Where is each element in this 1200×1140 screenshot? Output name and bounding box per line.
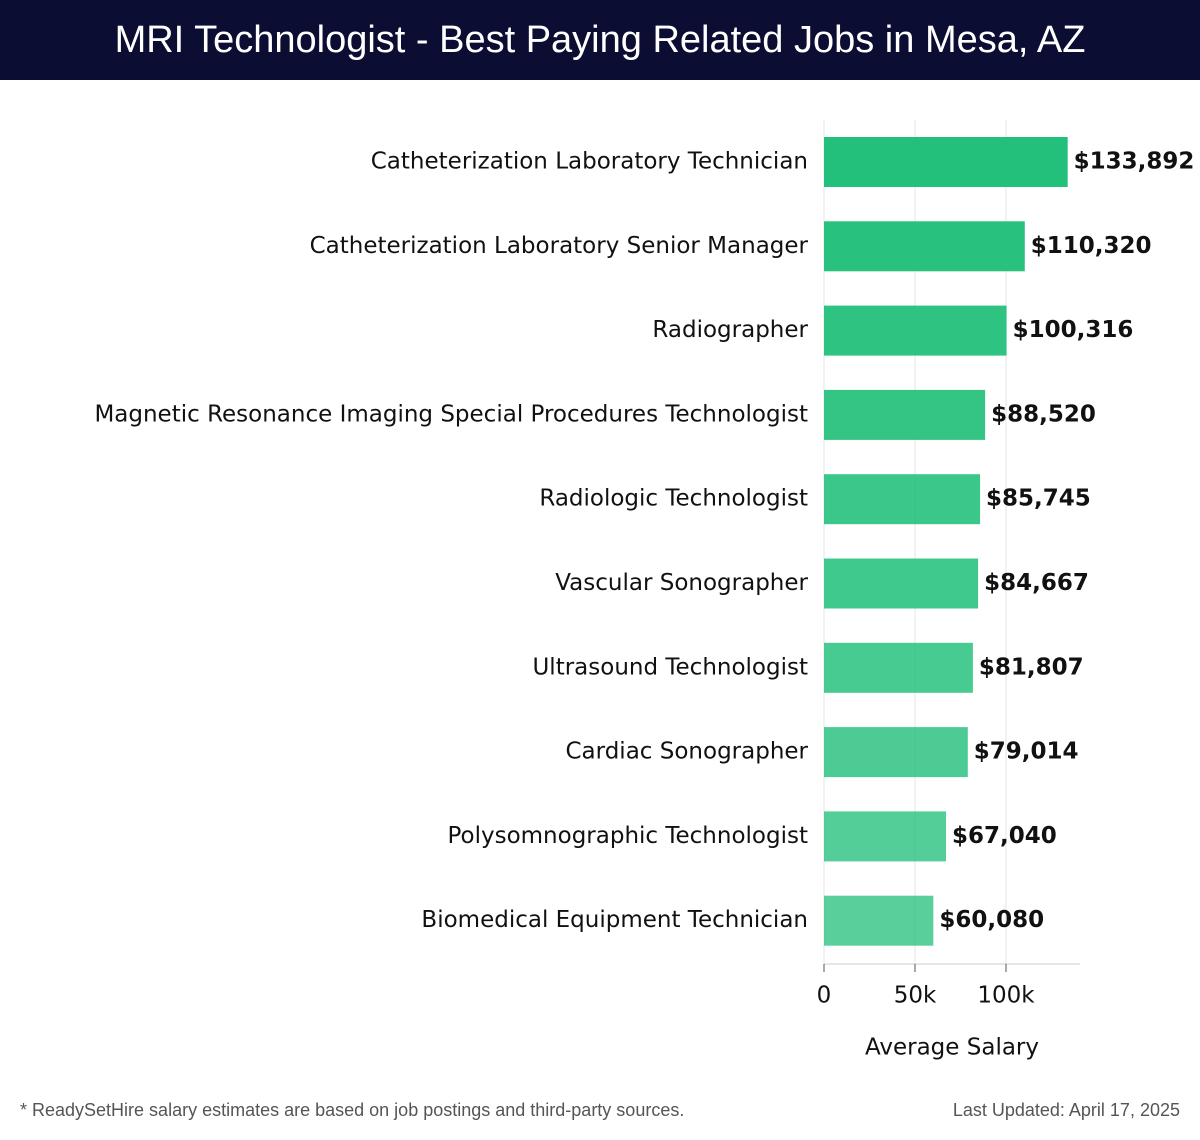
- value-label-2: $100,316: [1013, 317, 1134, 343]
- last-updated: Last Updated: April 17, 2025: [952, 1100, 1180, 1120]
- bar-6: [824, 642, 973, 693]
- footer-note: * ReadySetHire salary estimates are base…: [20, 1100, 685, 1120]
- bar-1: [824, 221, 1025, 272]
- bar-chart: Catheterization Laboratory Technician $13…: [94, 120, 1195, 1061]
- bar-7: [824, 727, 968, 778]
- category-label-2: Radiographer: [652, 317, 808, 343]
- category-label-9: Biomedical Equipment Technician: [421, 907, 808, 933]
- bar-5: [824, 558, 979, 609]
- category-label-5: Vascular Sonographer: [555, 570, 808, 596]
- value-label-7: $79,014: [974, 739, 1079, 765]
- value-label-0: $133,892: [1074, 149, 1195, 175]
- value-label-6: $81,807: [979, 654, 1084, 680]
- category-label-8: Polysomnographic Technologist: [447, 823, 808, 849]
- category-label-1: Catheterization Laboratory Senior Manage…: [310, 233, 809, 259]
- category-label-6: Ultrasound Technologist: [532, 654, 808, 680]
- bar-4: [824, 474, 981, 525]
- x-tick-label-2: 100k: [977, 983, 1035, 1009]
- value-label-3: $88,520: [991, 401, 1096, 427]
- value-label-4: $85,745: [986, 486, 1091, 512]
- x-tick-label-1: 50k: [894, 983, 937, 1009]
- bar-9: [824, 895, 934, 946]
- category-label-3: Magnetic Resonance Imaging Special Proce…: [94, 401, 808, 427]
- value-label-9: $60,080: [939, 907, 1044, 933]
- x-tick-label-0: 0: [817, 983, 832, 1009]
- category-label-4: Radiologic Technologist: [539, 486, 808, 512]
- chart-title-bar: MRI Technologist - Best Paying Related J…: [0, 0, 1200, 80]
- chart-title: MRI Technologist - Best Paying Related J…: [114, 18, 1086, 61]
- bar-0: [824, 137, 1068, 187]
- value-label-8: $67,040: [952, 823, 1057, 849]
- category-label-7: Cardiac Sonographer: [566, 739, 809, 765]
- bar-8: [824, 811, 947, 862]
- value-label-1: $110,320: [1031, 233, 1152, 259]
- category-label-0: Catheterization Laboratory Technician: [371, 149, 808, 175]
- bar-3: [824, 389, 986, 440]
- x-axis-title: Average Salary: [865, 1035, 1039, 1061]
- value-label-5: $84,667: [984, 570, 1089, 596]
- bar-2: [824, 305, 1007, 356]
